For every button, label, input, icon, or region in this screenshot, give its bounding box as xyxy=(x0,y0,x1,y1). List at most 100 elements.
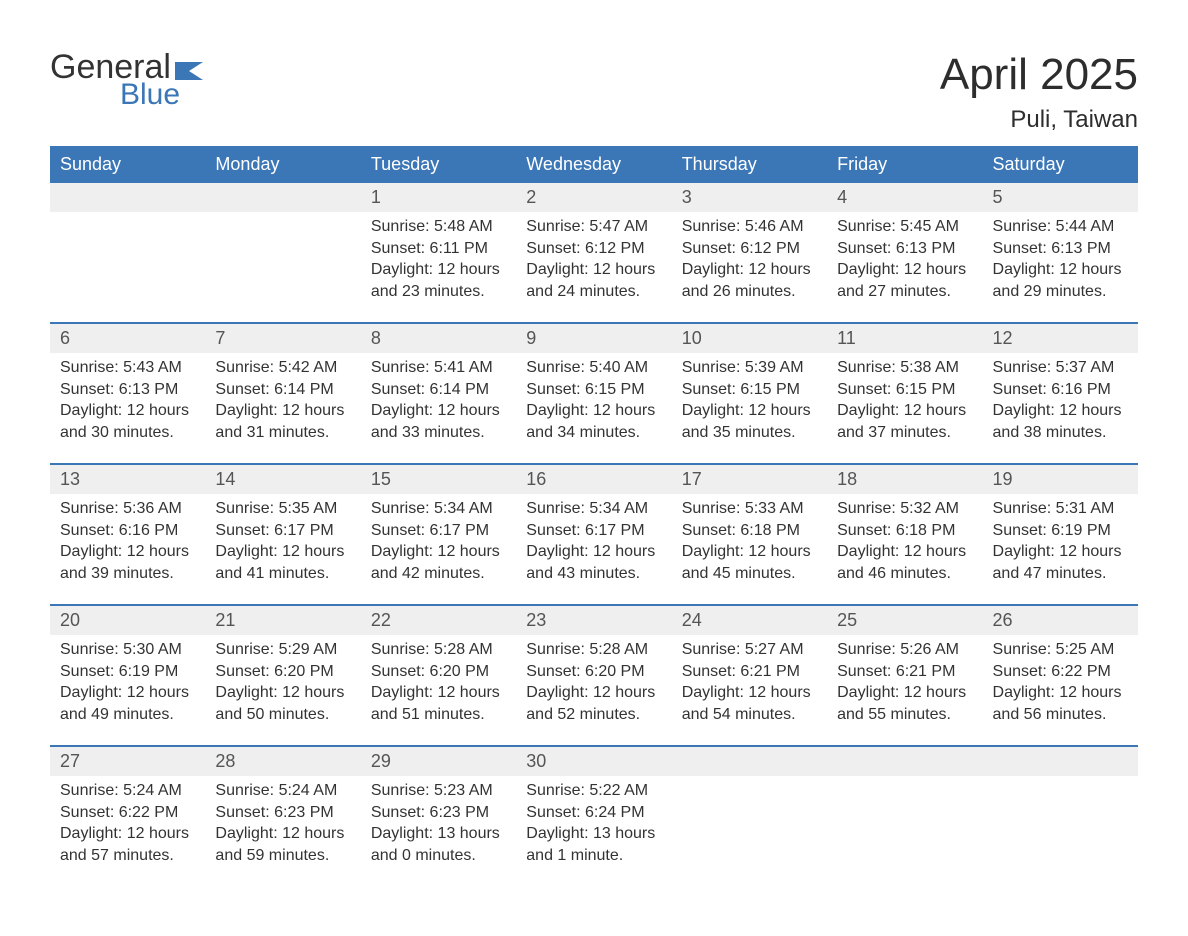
data-cell: Sunrise: 5:27 AMSunset: 6:21 PMDaylight:… xyxy=(672,635,827,745)
daylight-text: Daylight: 12 hours and 35 minutes. xyxy=(682,400,817,443)
sunrise-text: Sunrise: 5:23 AM xyxy=(371,780,506,802)
sunrise-text: Sunrise: 5:32 AM xyxy=(837,498,972,520)
day-header-friday: Friday xyxy=(827,146,982,183)
date-cell: 18 xyxy=(827,465,982,494)
daylight-text: Daylight: 12 hours and 51 minutes. xyxy=(371,682,506,725)
data-cell: Sunrise: 5:30 AMSunset: 6:19 PMDaylight:… xyxy=(50,635,205,745)
data-row: Sunrise: 5:36 AMSunset: 6:16 PMDaylight:… xyxy=(50,494,1138,604)
sunset-text: Sunset: 6:20 PM xyxy=(371,661,506,683)
sunrise-text: Sunrise: 5:43 AM xyxy=(60,357,195,379)
sunrise-text: Sunrise: 5:42 AM xyxy=(215,357,350,379)
brand-logo: General Blue xyxy=(50,50,209,110)
data-row: Sunrise: 5:43 AMSunset: 6:13 PMDaylight:… xyxy=(50,353,1138,463)
daylight-text: Daylight: 12 hours and 24 minutes. xyxy=(526,259,661,302)
date-row: 27282930 xyxy=(50,747,1138,776)
header: General Blue April 2025 Puli, Taiwan xyxy=(50,50,1138,134)
sunrise-text: Sunrise: 5:39 AM xyxy=(682,357,817,379)
day-header-thursday: Thursday xyxy=(672,146,827,183)
date-cell: 4 xyxy=(827,183,982,212)
sunrise-text: Sunrise: 5:28 AM xyxy=(526,639,661,661)
data-cell: Sunrise: 5:47 AMSunset: 6:12 PMDaylight:… xyxy=(516,212,671,322)
sunset-text: Sunset: 6:23 PM xyxy=(215,802,350,824)
date-cell: 25 xyxy=(827,606,982,635)
sunrise-text: Sunrise: 5:24 AM xyxy=(60,780,195,802)
data-cell: Sunrise: 5:32 AMSunset: 6:18 PMDaylight:… xyxy=(827,494,982,604)
daylight-text: Daylight: 12 hours and 29 minutes. xyxy=(993,259,1128,302)
day-header-tuesday: Tuesday xyxy=(361,146,516,183)
sunset-text: Sunset: 6:14 PM xyxy=(215,379,350,401)
data-row: Sunrise: 5:48 AMSunset: 6:11 PMDaylight:… xyxy=(50,212,1138,322)
date-cell: 14 xyxy=(205,465,360,494)
sunset-text: Sunset: 6:21 PM xyxy=(682,661,817,683)
sunset-text: Sunset: 6:12 PM xyxy=(682,238,817,260)
sunset-text: Sunset: 6:23 PM xyxy=(371,802,506,824)
data-cell: Sunrise: 5:34 AMSunset: 6:17 PMDaylight:… xyxy=(361,494,516,604)
date-cell: 21 xyxy=(205,606,360,635)
sunrise-text: Sunrise: 5:44 AM xyxy=(993,216,1128,238)
daylight-text: Daylight: 12 hours and 31 minutes. xyxy=(215,400,350,443)
sunset-text: Sunset: 6:13 PM xyxy=(993,238,1128,260)
sunset-text: Sunset: 6:18 PM xyxy=(682,520,817,542)
date-cell: 22 xyxy=(361,606,516,635)
date-cell: 28 xyxy=(205,747,360,776)
sunrise-text: Sunrise: 5:22 AM xyxy=(526,780,661,802)
date-row: 6789101112 xyxy=(50,324,1138,353)
data-cell: Sunrise: 5:40 AMSunset: 6:15 PMDaylight:… xyxy=(516,353,671,463)
title-block: April 2025 Puli, Taiwan xyxy=(940,50,1138,134)
sunset-text: Sunset: 6:11 PM xyxy=(371,238,506,260)
date-cell: 20 xyxy=(50,606,205,635)
week-row: 6789101112Sunrise: 5:43 AMSunset: 6:13 P… xyxy=(50,322,1138,463)
sunset-text: Sunset: 6:15 PM xyxy=(526,379,661,401)
data-cell: Sunrise: 5:36 AMSunset: 6:16 PMDaylight:… xyxy=(50,494,205,604)
data-cell: Sunrise: 5:38 AMSunset: 6:15 PMDaylight:… xyxy=(827,353,982,463)
page-title: April 2025 xyxy=(940,50,1138,100)
day-header-sunday: Sunday xyxy=(50,146,205,183)
daylight-text: Daylight: 12 hours and 23 minutes. xyxy=(371,259,506,302)
sunset-text: Sunset: 6:12 PM xyxy=(526,238,661,260)
sunrise-text: Sunrise: 5:27 AM xyxy=(682,639,817,661)
daylight-text: Daylight: 12 hours and 37 minutes. xyxy=(837,400,972,443)
date-cell: 27 xyxy=(50,747,205,776)
week-row: 13141516171819Sunrise: 5:36 AMSunset: 6:… xyxy=(50,463,1138,604)
date-cell: 12 xyxy=(983,324,1138,353)
date-row: 20212223242526 xyxy=(50,606,1138,635)
sunset-text: Sunset: 6:20 PM xyxy=(215,661,350,683)
sunset-text: Sunset: 6:22 PM xyxy=(60,802,195,824)
sunrise-text: Sunrise: 5:24 AM xyxy=(215,780,350,802)
day-header-saturday: Saturday xyxy=(983,146,1138,183)
data-cell: Sunrise: 5:24 AMSunset: 6:22 PMDaylight:… xyxy=(50,776,205,886)
sunset-text: Sunset: 6:19 PM xyxy=(60,661,195,683)
data-cell: Sunrise: 5:29 AMSunset: 6:20 PMDaylight:… xyxy=(205,635,360,745)
sunrise-text: Sunrise: 5:47 AM xyxy=(526,216,661,238)
week-row: 12345Sunrise: 5:48 AMSunset: 6:11 PMDayl… xyxy=(50,183,1138,322)
daylight-text: Daylight: 12 hours and 30 minutes. xyxy=(60,400,195,443)
data-cell: Sunrise: 5:22 AMSunset: 6:24 PMDaylight:… xyxy=(516,776,671,886)
sunset-text: Sunset: 6:22 PM xyxy=(993,661,1128,683)
daylight-text: Daylight: 12 hours and 41 minutes. xyxy=(215,541,350,584)
sunrise-text: Sunrise: 5:30 AM xyxy=(60,639,195,661)
brand-word2: Blue xyxy=(120,80,180,110)
daylight-text: Daylight: 12 hours and 26 minutes. xyxy=(682,259,817,302)
sunset-text: Sunset: 6:19 PM xyxy=(993,520,1128,542)
day-header-monday: Monday xyxy=(205,146,360,183)
date-cell: 30 xyxy=(516,747,671,776)
daylight-text: Daylight: 12 hours and 38 minutes. xyxy=(993,400,1128,443)
calendar: Sunday Monday Tuesday Wednesday Thursday… xyxy=(50,146,1138,886)
date-cell: 24 xyxy=(672,606,827,635)
date-cell: 11 xyxy=(827,324,982,353)
sunrise-text: Sunrise: 5:35 AM xyxy=(215,498,350,520)
daylight-text: Daylight: 13 hours and 0 minutes. xyxy=(371,823,506,866)
sunset-text: Sunset: 6:16 PM xyxy=(60,520,195,542)
day-header-row: Sunday Monday Tuesday Wednesday Thursday… xyxy=(50,146,1138,183)
data-cell: Sunrise: 5:48 AMSunset: 6:11 PMDaylight:… xyxy=(361,212,516,322)
daylight-text: Daylight: 12 hours and 33 minutes. xyxy=(371,400,506,443)
daylight-text: Daylight: 12 hours and 46 minutes. xyxy=(837,541,972,584)
data-cell: Sunrise: 5:28 AMSunset: 6:20 PMDaylight:… xyxy=(516,635,671,745)
date-cell: 2 xyxy=(516,183,671,212)
daylight-text: Daylight: 12 hours and 49 minutes. xyxy=(60,682,195,725)
sunrise-text: Sunrise: 5:26 AM xyxy=(837,639,972,661)
data-row: Sunrise: 5:24 AMSunset: 6:22 PMDaylight:… xyxy=(50,776,1138,886)
sunrise-text: Sunrise: 5:48 AM xyxy=(371,216,506,238)
date-cell: 13 xyxy=(50,465,205,494)
data-cell: Sunrise: 5:35 AMSunset: 6:17 PMDaylight:… xyxy=(205,494,360,604)
